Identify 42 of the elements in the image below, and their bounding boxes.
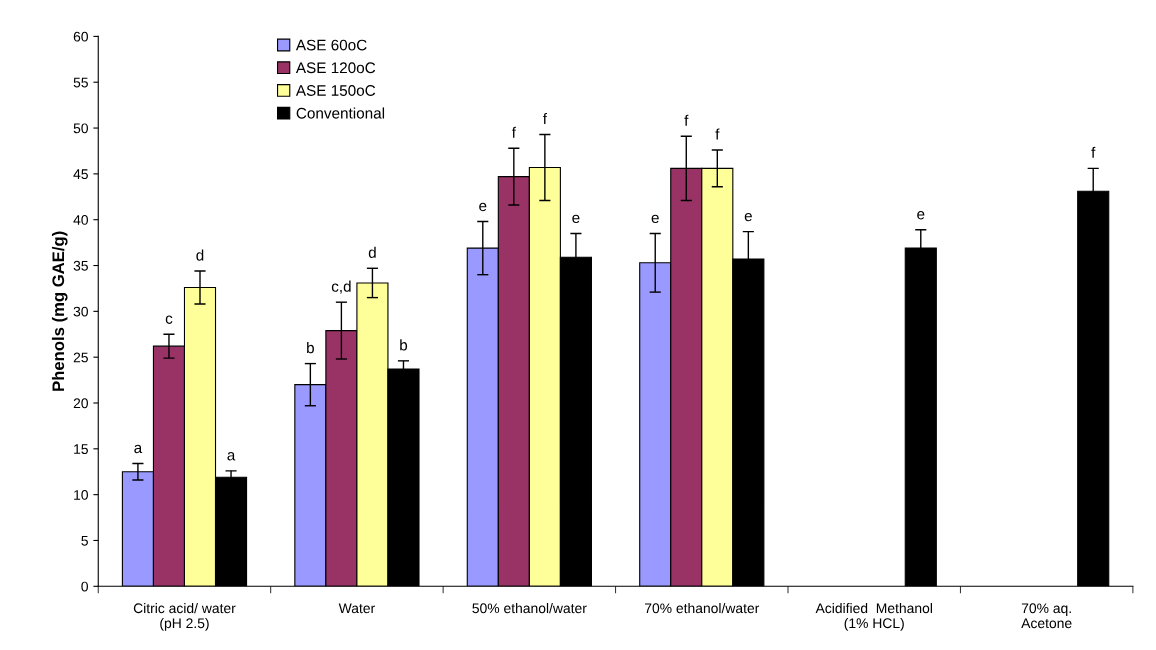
- y-tick-label: 0: [81, 581, 88, 592]
- y-tick-label: 30: [73, 306, 88, 317]
- x-tick-label: 70% ethanol/water: [644, 602, 760, 614]
- x-tick-label: 50% ethanol/water: [472, 602, 587, 614]
- y-tick-label: 35: [73, 260, 88, 271]
- x-tick-label: Acidified Methanol (1% HCL): [815, 602, 932, 631]
- legend-label: Conventional: [296, 107, 385, 119]
- y-tick-label: 55: [73, 77, 88, 88]
- x-tick-label: 70% aq. Acetone: [1021, 603, 1072, 629]
- data-label: d: [196, 249, 204, 261]
- data-label: e: [651, 214, 659, 224]
- y-tick-label: 15: [74, 444, 88, 454]
- y-tick-label: 60: [73, 31, 88, 42]
- data-label: f: [1091, 146, 1096, 158]
- data-label: a: [134, 444, 143, 454]
- data-label: f: [684, 114, 689, 126]
- y-tick-label: 45: [73, 169, 88, 180]
- data-label: e: [917, 211, 925, 220]
- data-label: b: [307, 342, 314, 354]
- x-tick-label: Citric acid/ water (pH 2.5): [133, 602, 236, 631]
- data-label: e: [479, 202, 487, 212]
- data-label: c: [165, 315, 173, 324]
- data-label: f: [715, 128, 720, 140]
- data-label: f: [542, 112, 548, 124]
- data-label: b: [400, 339, 408, 351]
- data-label: e: [572, 214, 580, 224]
- data-label: e: [744, 212, 752, 222]
- y-tick-label: 20: [73, 398, 88, 409]
- data-label: f: [511, 126, 516, 138]
- y-tick-label: 10: [74, 489, 88, 500]
- legend-label: ASE 150oC: [295, 85, 376, 96]
- y-tick-label: 25: [73, 352, 88, 363]
- y-tick-label: 40: [73, 215, 88, 225]
- y-tick-label: 50: [73, 123, 88, 134]
- x-tick-label: Water: [338, 603, 375, 614]
- y-tick-label: 5: [81, 535, 88, 546]
- y-axis-title: Phenols (mg GAE/g): [51, 231, 68, 391]
- data-label: c,d: [331, 280, 351, 294]
- data-label: d: [368, 246, 376, 258]
- legend-label: ASE 120oC: [295, 62, 376, 74]
- data-label: a: [227, 452, 236, 461]
- legend-label: ASE 60oC: [295, 39, 367, 51]
